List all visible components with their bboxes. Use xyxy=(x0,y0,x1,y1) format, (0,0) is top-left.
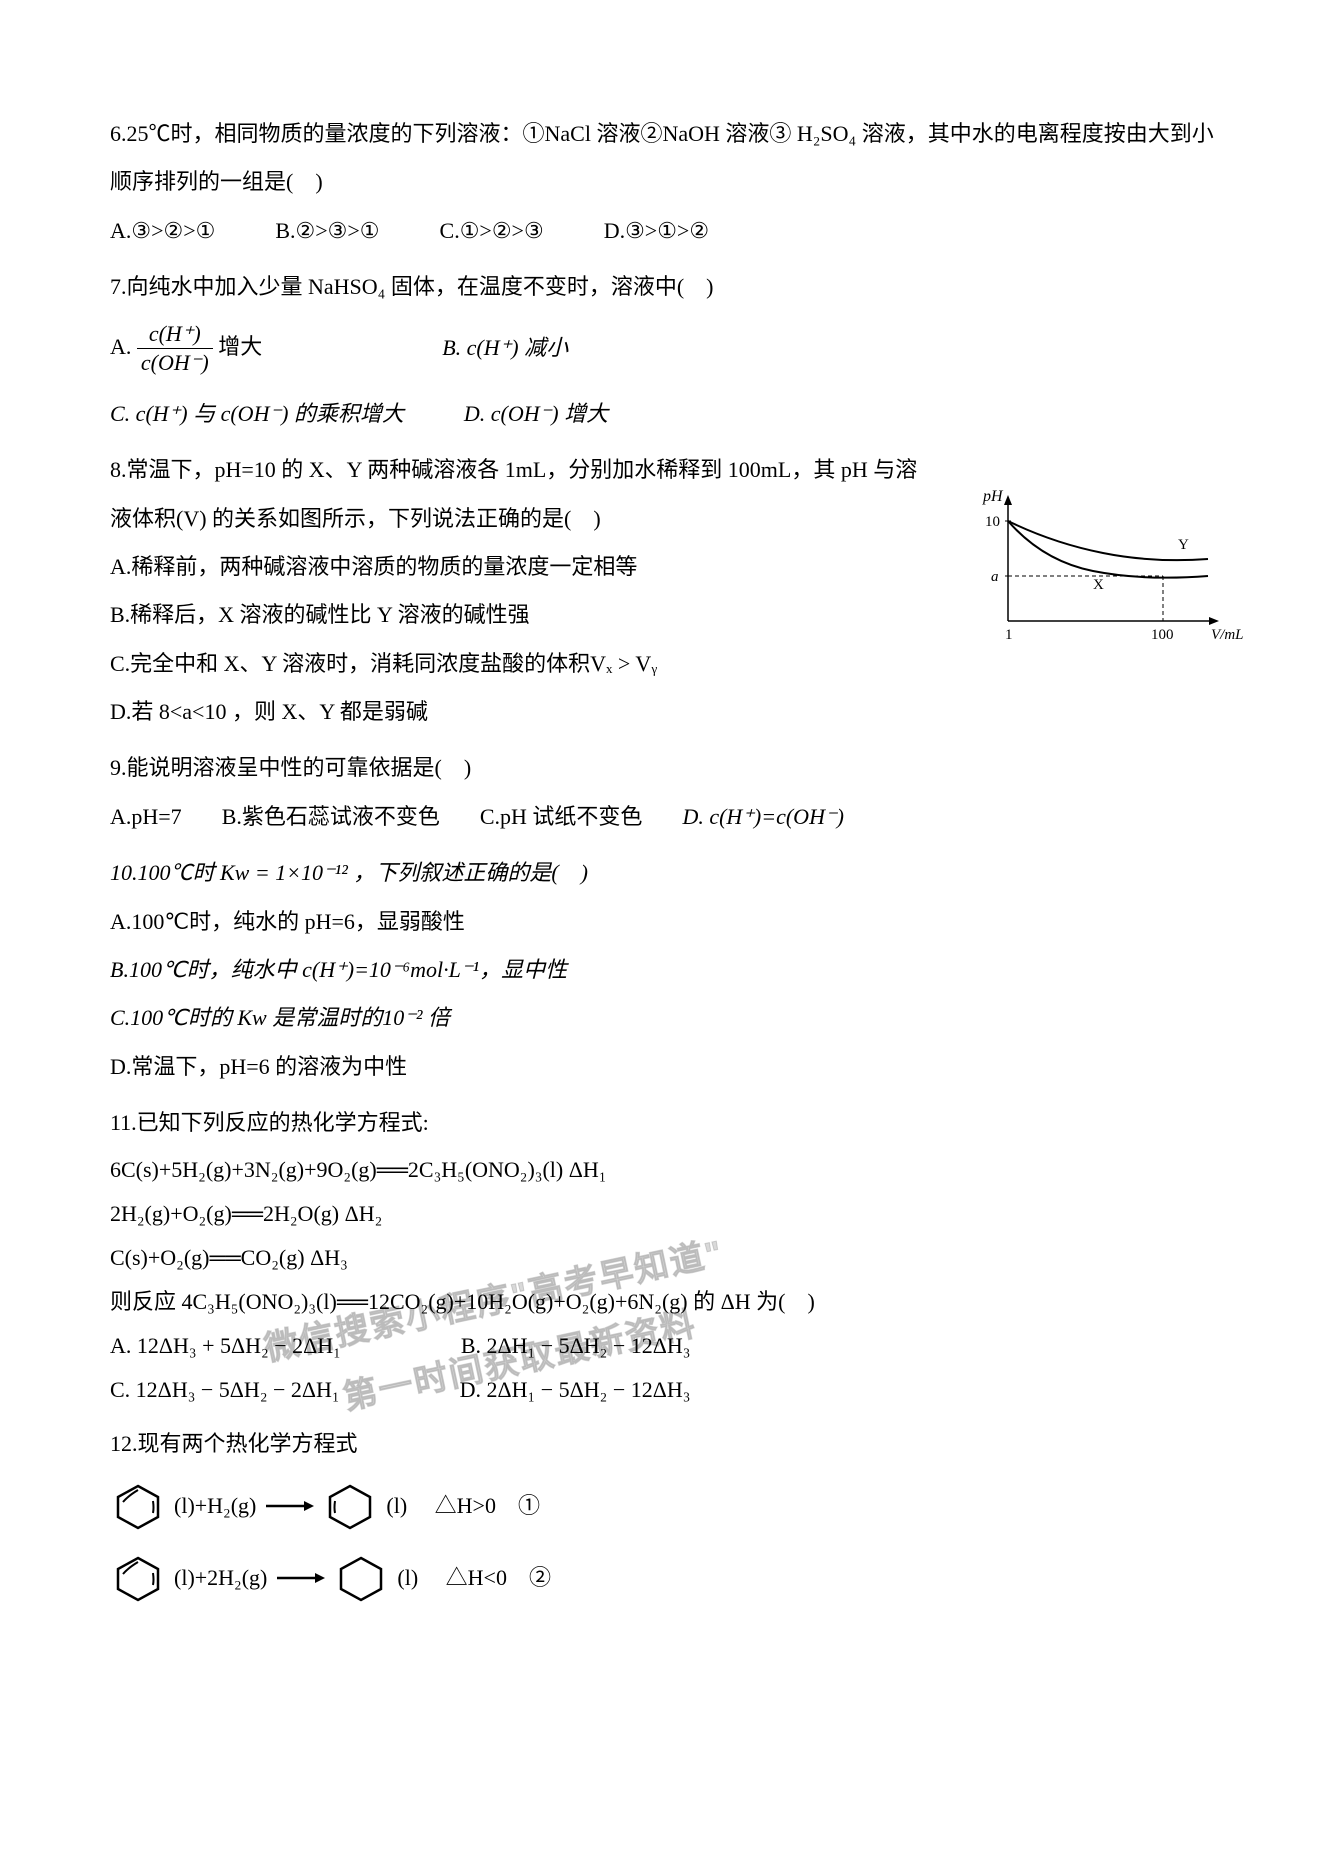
q9-opt-a: A.pH=7 xyxy=(110,793,182,841)
q11-opt-b: B. 2ΔH₁ − 5ΔH₂ − 12ΔH₃ xyxy=(461,1324,691,1368)
q11-eq1: 6C(s)+5H₂(g)+3N₂(g)+9O₂(g)══2C₃H₅(ONO₂)₃… xyxy=(110,1148,1223,1192)
question-11: 11.已知下列反应的热化学方程式: 6C(s)+5H₂(g)+3N₂(g)+9O… xyxy=(110,1099,1223,1411)
q12-reaction-1: (l)+H₂(g) (l) △H>0 ① xyxy=(110,1480,1223,1532)
svg-text:pH: pH xyxy=(982,488,1004,505)
q12-reaction-2: (l)+2H₂(g) (l) △H<0 ② xyxy=(110,1552,1223,1604)
q7-a-suffix: 增大 xyxy=(218,334,262,359)
graph-ylabel-a: a xyxy=(991,569,999,585)
q9-opt-d: D. c(H⁺)=c(OH⁻) xyxy=(682,793,843,841)
graph-xaxis-label: V/mL xyxy=(1211,627,1243,643)
q6-text: 6.25℃时，相同物质的量浓度的下列溶液：①NaCl 溶液②NaOH 溶液③ H… xyxy=(110,110,1223,207)
question-10: 10.100℃时 Kw = 1×10⁻¹² ，下列叙述正确的是( ) A.100… xyxy=(110,849,1223,1091)
q10-opt-b: B.100℃时，纯水中 c(H⁺)=10⁻⁶mol·L⁻¹，显中性 xyxy=(110,946,1223,994)
q11-opt-a: A. 12ΔH₃ + 5ΔH₂ − 2ΔH₁ xyxy=(110,1324,341,1368)
q6-options: A.③>②>① B.②>③>① C.①>②>③ D.③>①>② xyxy=(110,207,1223,255)
q9-opt-b: B.紫色石蕊试液不变色 xyxy=(222,793,440,841)
q10-opt-a: A.100℃时，纯水的 pH=6，显弱酸性 xyxy=(110,898,1223,946)
q12-r2-mid: (l)+2H₂(g) xyxy=(174,1554,267,1602)
cyclohexadiene-icon xyxy=(110,1480,166,1532)
question-9: 9.能说明溶液呈中性的可靠依据是( ) A.pH=7 B.紫色石蕊试液不变色 C… xyxy=(110,744,1223,841)
graph-xlabel-1: 1 xyxy=(1005,627,1013,643)
q9-text: 9.能说明溶液呈中性的可靠依据是( ) xyxy=(110,744,1223,792)
q10-text: 10.100℃时 Kw = 1×10⁻¹² ，下列叙述正确的是( ) xyxy=(110,849,1223,897)
q6-opt-b: B.②>③>① xyxy=(275,207,379,255)
q7-a-den: c(OH⁻) xyxy=(137,349,213,378)
q8-graph-svg: pH 10 a Y X 1 100 V/mL xyxy=(963,481,1243,651)
q12-r2-suffix: (l) △H<0 ② xyxy=(397,1554,551,1602)
q6-opt-c: C.①>②>③ xyxy=(440,207,544,255)
q6-opt-a: A.③>②>① xyxy=(110,207,215,255)
graph-series-x: X xyxy=(1093,577,1104,593)
cyclohexane-icon xyxy=(333,1552,389,1604)
q6-opt-d: D.③>①>② xyxy=(604,207,709,255)
q7-a-fraction: c(H⁺) c(OH⁻) xyxy=(137,320,213,378)
question-7: 7.向纯水中加入少量 NaHSO₄ 固体，在温度不变时，溶液中( ) A. c(… xyxy=(110,263,1223,438)
q8-graph: pH 10 a Y X 1 100 V/mL xyxy=(963,481,1243,651)
q11-text: 11.已知下列反应的热化学方程式: xyxy=(110,1099,1223,1147)
graph-ylabel-10: 10 xyxy=(985,514,1000,530)
q11-opt-d: D. 2ΔH₁ − 5ΔH₂ − 12ΔH₃ xyxy=(460,1368,691,1412)
arrow-icon xyxy=(275,1570,325,1586)
arrow-icon xyxy=(264,1498,314,1514)
question-8: 8.常温下，pH=10 的 X、Y 两种碱溶液各 1mL，分别加水稀释到 100… xyxy=(110,446,1223,736)
q11-opt-c: C. 12ΔH₃ − 5ΔH₂ − 2ΔH₁ xyxy=(110,1368,340,1412)
q7-opt-a: A. c(H⁺) c(OH⁻) 增大 xyxy=(110,320,262,378)
q9-opt-c: C.pH 试纸不变色 xyxy=(480,793,643,841)
q11-eq2: 2H₂(g)+O₂(g)══2H₂O(g) ΔH₂ xyxy=(110,1192,1223,1236)
cyclohexadiene-icon xyxy=(110,1552,166,1604)
q10-opt-c: C.100℃时的 Kw 是常温时的10⁻² 倍 xyxy=(110,994,1223,1042)
q7-text: 7.向纯水中加入少量 NaHSO₄ 固体，在温度不变时，溶液中( ) xyxy=(110,263,1223,311)
graph-xlabel-100: 100 xyxy=(1151,627,1174,643)
q7-opt-c: C. c(H⁺) 与 c(OH⁻) 的乘积增大 xyxy=(110,390,404,438)
q8-opt-d: D.若 8<a<10 ，则 X、Y 都是弱碱 xyxy=(110,688,1223,736)
q12-r1-suffix: (l) △H>0 ① xyxy=(386,1482,540,1530)
q11-eq3: C(s)+O₂(g)══CO₂(g) ΔH₃ xyxy=(110,1236,1223,1280)
q11-ask: 则反应 4C₃H₅(ONO₂)₃(l)══12CO₂(g)+10H₂O(g)+O… xyxy=(110,1280,1223,1324)
q7-opt-d: D. c(OH⁻) 增大 xyxy=(464,390,608,438)
q12-r1-mid: (l)+H₂(g) xyxy=(174,1482,256,1530)
graph-series-y: Y xyxy=(1178,537,1189,553)
q9-options: A.pH=7 B.紫色石蕊试液不变色 C.pH 试纸不变色 D. c(H⁺)=c… xyxy=(110,793,1223,841)
q10-opt-d: D.常温下，pH=6 的溶液为中性 xyxy=(110,1043,1223,1091)
question-12: 12.现有两个热化学方程式 (l)+H₂(g) (l) △H>0 ① (l)+2… xyxy=(110,1420,1223,1604)
question-6: 6.25℃时，相同物质的量浓度的下列溶液：①NaCl 溶液②NaOH 溶液③ H… xyxy=(110,110,1223,255)
q7-opt-b: B. c(H⁺) 减小 xyxy=(442,324,568,372)
q7-a-prefix: A. xyxy=(110,334,131,359)
cyclohexene-icon xyxy=(322,1480,378,1532)
q12-text: 12.现有两个热化学方程式 xyxy=(110,1420,1223,1468)
q7-a-num: c(H⁺) xyxy=(137,320,213,350)
